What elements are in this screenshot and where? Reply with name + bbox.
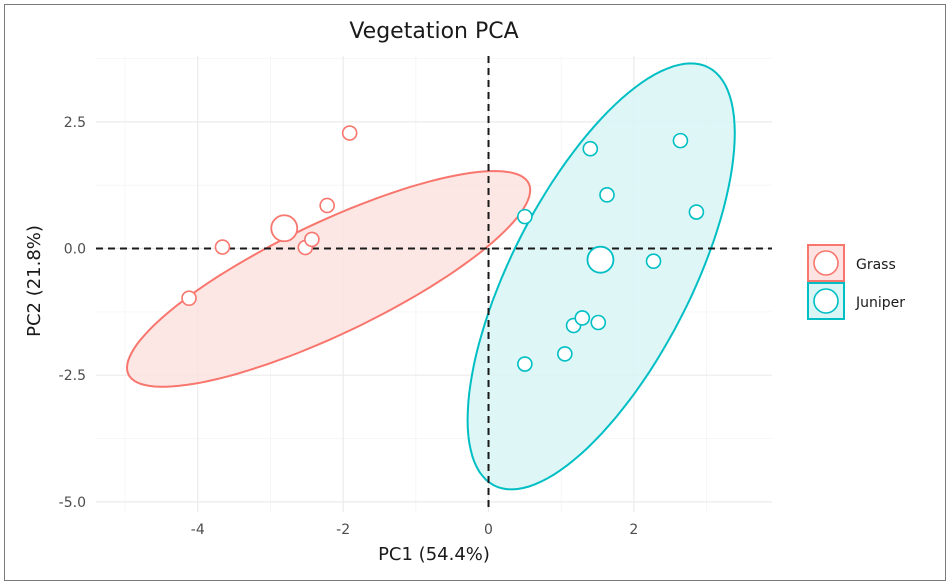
x-axis-title: PC1 (54.4%) <box>378 544 490 565</box>
y-tick-label: -2.5 <box>59 368 86 384</box>
point-juniper <box>574 310 591 326</box>
point-juniper <box>645 253 662 270</box>
point-grass <box>341 125 358 141</box>
legend: Grass Juniper <box>807 244 905 320</box>
y-tick-label: -5.0 <box>59 495 86 511</box>
legend-label-juniper: Juniper <box>855 295 905 311</box>
point-juniper <box>599 187 615 203</box>
data-points <box>181 125 705 372</box>
centroid-juniper <box>586 245 615 274</box>
x-tick-label: 2 <box>629 522 638 538</box>
point-grass <box>319 197 335 214</box>
y-axis-title: PC2 (21.8%) <box>24 225 45 337</box>
point-juniper <box>672 132 689 149</box>
reference-lines <box>96 56 772 512</box>
tick-labels: -4 -2 0 2 -5.0 -2.5 0.0 2.5 <box>59 115 639 538</box>
point-juniper <box>557 346 573 362</box>
ellipse-grass <box>125 170 532 388</box>
point-juniper <box>688 204 705 220</box>
confidence-ellipses <box>125 62 736 491</box>
x-tick-label: 0 <box>484 522 493 538</box>
x-tick-label: -4 <box>191 522 205 538</box>
point-juniper <box>517 356 533 372</box>
legend-symbol-grass <box>813 250 839 276</box>
y-tick-label: 2.5 <box>64 115 86 131</box>
centroid-grass <box>270 214 299 243</box>
legend-symbol-juniper <box>813 288 839 314</box>
point-juniper <box>590 314 607 331</box>
point-juniper <box>582 140 599 157</box>
point-juniper <box>517 208 533 225</box>
ellipse-juniper <box>466 62 736 491</box>
point-grass <box>181 290 197 306</box>
chart-title: Vegetation PCA <box>349 19 518 44</box>
point-grass <box>304 231 320 248</box>
chart-frame <box>4 4 946 581</box>
legend-label-grass: Grass <box>856 257 896 273</box>
x-tick-label: -2 <box>336 522 350 538</box>
point-grass <box>214 239 231 255</box>
y-tick-label: 0.0 <box>64 242 86 258</box>
